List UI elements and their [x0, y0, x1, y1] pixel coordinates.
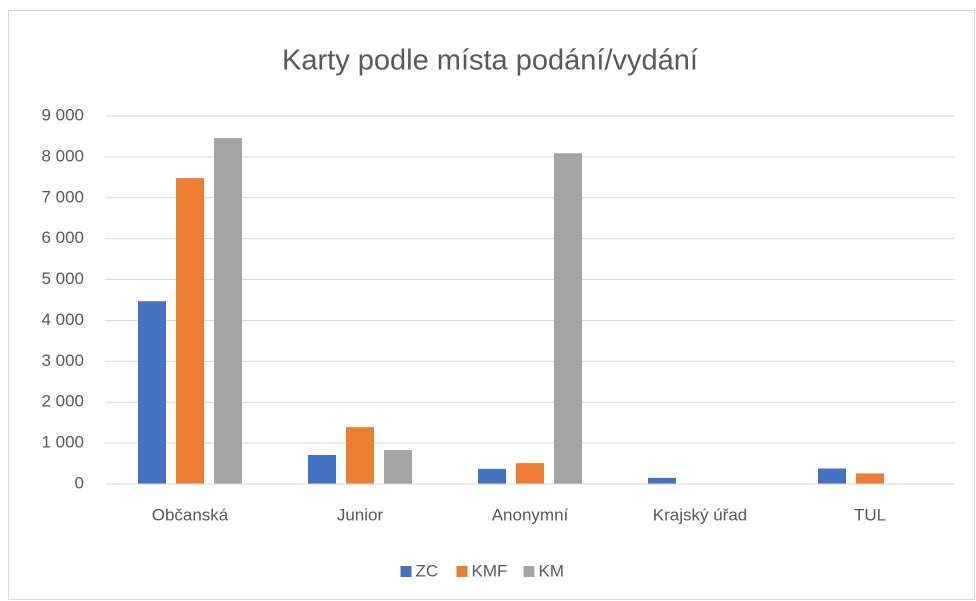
legend-swatch — [456, 566, 468, 577]
bar — [478, 468, 506, 484]
legend-label: ZC — [416, 561, 439, 580]
bar — [384, 450, 412, 484]
bar — [648, 477, 676, 484]
y-tick-label: 0 — [75, 473, 84, 492]
y-tick-label: 1 000 — [41, 433, 84, 452]
chart-title: Karty podle místa podání/vydání — [282, 45, 698, 77]
legend-swatch — [523, 566, 535, 577]
y-tick-label: 7 000 — [41, 187, 84, 206]
x-tick-label: Krajský úřad — [653, 505, 747, 524]
y-tick-label: 5 000 — [41, 269, 84, 288]
y-tick-label: 3 000 — [41, 351, 84, 370]
chart-frame — [8, 10, 975, 600]
bar — [176, 178, 204, 484]
bar — [516, 463, 544, 484]
bar — [554, 153, 582, 484]
legend-label: KMF — [472, 561, 508, 580]
y-tick-label: 6 000 — [41, 228, 84, 247]
x-tick-label: Občanská — [152, 505, 229, 524]
bar — [818, 468, 846, 484]
bar — [138, 301, 166, 484]
bar — [214, 138, 242, 484]
y-tick-label: 9 000 — [41, 105, 84, 124]
bar — [346, 427, 374, 484]
legend-swatch — [400, 566, 412, 577]
bar — [856, 473, 884, 484]
bar — [308, 454, 336, 484]
x-tick-label: Anonymní — [492, 505, 569, 524]
x-tick-label: TUL — [854, 505, 886, 524]
y-tick-label: 4 000 — [41, 310, 84, 329]
legend-label: KM — [539, 561, 565, 580]
y-tick-label: 2 000 — [41, 392, 84, 411]
x-tick-label: Junior — [337, 505, 384, 524]
y-tick-label: 8 000 — [41, 146, 84, 165]
